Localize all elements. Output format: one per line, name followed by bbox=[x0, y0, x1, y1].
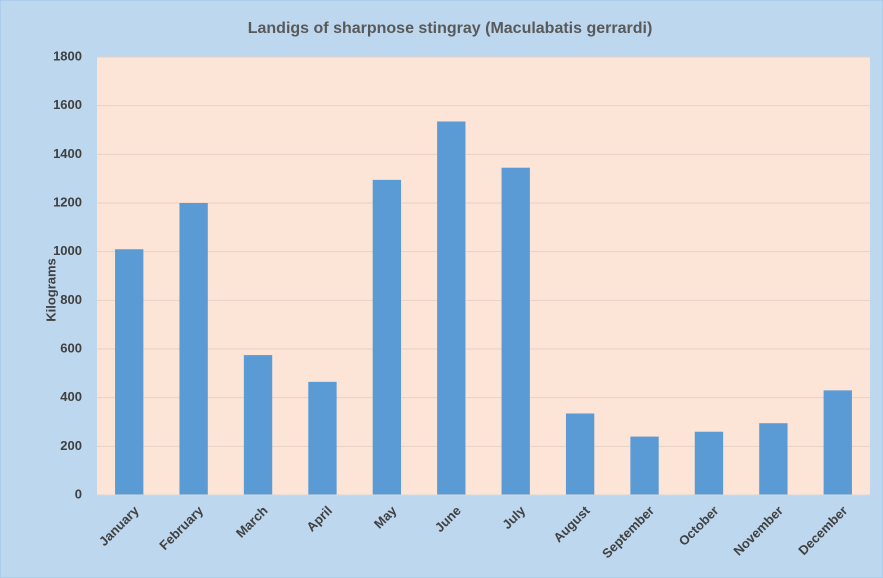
bar bbox=[179, 203, 208, 495]
bar bbox=[630, 436, 659, 495]
bar bbox=[372, 179, 402, 495]
bar bbox=[823, 390, 852, 495]
y-tick-label: 1600 bbox=[53, 97, 82, 112]
chart-title: Landigs of sharpnose stingray (Maculabat… bbox=[248, 20, 653, 37]
bar bbox=[115, 249, 144, 495]
y-tick-label: 800 bbox=[60, 292, 82, 307]
bar bbox=[308, 381, 337, 495]
y-tick-label: 1000 bbox=[53, 243, 82, 258]
y-tick-label: 1400 bbox=[53, 146, 82, 161]
y-tick-label: 1200 bbox=[53, 194, 82, 209]
bar bbox=[759, 423, 788, 495]
y-tick-label: 400 bbox=[60, 389, 82, 404]
y-axis-label: Kilograms bbox=[43, 258, 58, 322]
bar bbox=[501, 167, 530, 495]
bar bbox=[243, 355, 273, 495]
y-tick-label: 200 bbox=[60, 438, 82, 453]
bar bbox=[437, 121, 466, 495]
bar bbox=[694, 431, 724, 495]
bar bbox=[565, 413, 595, 495]
y-tick-label: 600 bbox=[60, 340, 82, 355]
y-tick-label: 1800 bbox=[53, 48, 82, 63]
plot-area bbox=[97, 57, 870, 495]
y-tick-label: 0 bbox=[75, 486, 82, 501]
